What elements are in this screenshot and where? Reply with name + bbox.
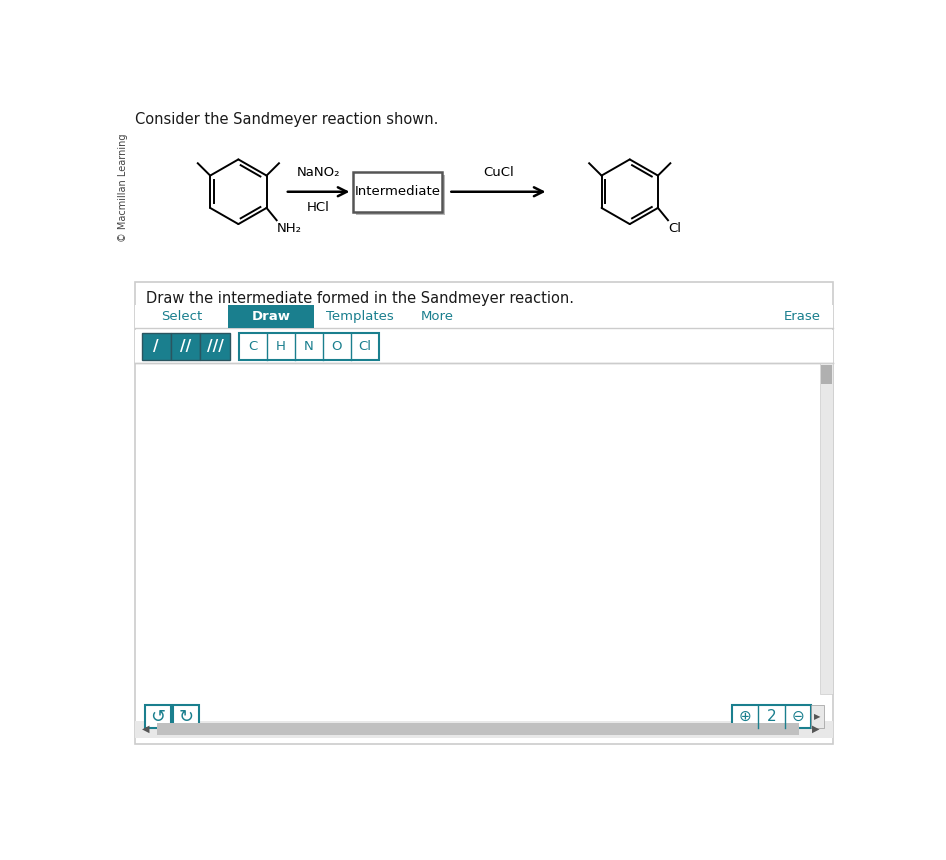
Bar bbox=[157, 723, 798, 735]
Bar bbox=[145, 705, 171, 728]
Bar bbox=[172, 705, 199, 728]
Text: O: O bbox=[331, 340, 342, 353]
Text: 2: 2 bbox=[767, 710, 777, 724]
Bar bbox=[171, 334, 201, 359]
Bar bbox=[228, 305, 313, 328]
Bar bbox=[357, 175, 446, 215]
Text: ▶: ▶ bbox=[812, 724, 819, 734]
Text: Draw the intermediate formed in the Sandmeyer reaction.: Draw the intermediate formed in the Sand… bbox=[146, 291, 574, 306]
Bar bbox=[353, 172, 442, 212]
Bar bbox=[811, 705, 824, 728]
Bar bbox=[135, 282, 832, 744]
Text: Consider the Sandmeyer reaction shown.: Consider the Sandmeyer reaction shown. bbox=[135, 113, 439, 127]
Text: Erase: Erase bbox=[783, 310, 820, 323]
Bar bbox=[135, 305, 832, 328]
Text: Draw: Draw bbox=[252, 310, 290, 323]
Bar bbox=[820, 364, 832, 694]
Text: ///: /// bbox=[206, 339, 223, 354]
Bar bbox=[732, 705, 811, 728]
Text: Intermediate: Intermediate bbox=[355, 185, 441, 199]
Text: //: // bbox=[180, 339, 191, 354]
Bar bbox=[239, 334, 378, 359]
Text: CuCl: CuCl bbox=[483, 167, 514, 180]
Text: ▶: ▶ bbox=[815, 712, 820, 722]
Text: ⊖: ⊖ bbox=[792, 710, 804, 724]
Bar bbox=[135, 721, 832, 738]
Text: H: H bbox=[276, 340, 286, 353]
Text: C: C bbox=[249, 340, 257, 353]
Text: More: More bbox=[421, 310, 454, 323]
Text: © Macmillan Learning: © Macmillan Learning bbox=[118, 133, 128, 243]
Text: ⊕: ⊕ bbox=[739, 710, 752, 724]
Text: ↺: ↺ bbox=[150, 708, 166, 726]
Text: NaNO₂: NaNO₂ bbox=[297, 167, 341, 180]
Text: HCl: HCl bbox=[307, 201, 330, 214]
Bar bbox=[821, 365, 832, 384]
Bar bbox=[201, 334, 230, 359]
Bar bbox=[135, 329, 832, 364]
Text: NH₂: NH₂ bbox=[276, 222, 302, 235]
Text: Select: Select bbox=[161, 310, 202, 323]
Text: Cl: Cl bbox=[359, 340, 371, 353]
Bar bbox=[142, 334, 171, 359]
Text: Templates: Templates bbox=[326, 310, 394, 323]
Text: ◀: ◀ bbox=[143, 724, 149, 734]
Text: Cl: Cl bbox=[668, 222, 681, 235]
Text: N: N bbox=[304, 340, 314, 353]
Text: ↻: ↻ bbox=[178, 708, 193, 726]
Text: /: / bbox=[153, 339, 159, 354]
